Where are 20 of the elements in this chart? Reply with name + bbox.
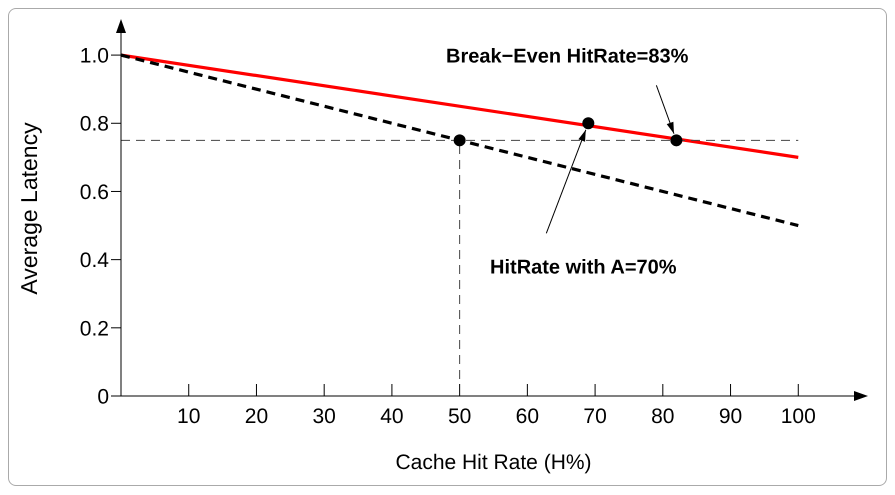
x-tick-label: 30	[312, 404, 336, 428]
annotation: HitRate with A=70%	[490, 256, 677, 278]
x-tick-label: 60	[516, 404, 540, 428]
x-tick-label: 100	[780, 404, 816, 428]
y-tick-label: 0.2	[80, 317, 109, 340]
x-axis-title: Cache Hit Rate (H%)	[395, 451, 592, 474]
x-tick-label: 50	[448, 404, 472, 428]
x-tick-label: 20	[244, 404, 268, 428]
x-tick-label: 40	[380, 404, 404, 428]
annotation: Break−Even HitRate=83%	[446, 45, 689, 68]
y-tick-label: 0.6	[80, 180, 109, 204]
y-tick-label: 0	[97, 385, 109, 408]
y-tick-label: 0.4	[80, 249, 110, 272]
x-tick-label: 10	[177, 404, 200, 428]
x-tick-label: 80	[651, 404, 674, 428]
y-tick-label: 1.0	[80, 44, 109, 68]
x-tick-label: 90	[718, 404, 742, 428]
y-axis-title: Average Latency	[16, 122, 42, 295]
x-tick-label: 70	[583, 404, 607, 428]
y-tick-label: 0.8	[80, 112, 109, 136]
